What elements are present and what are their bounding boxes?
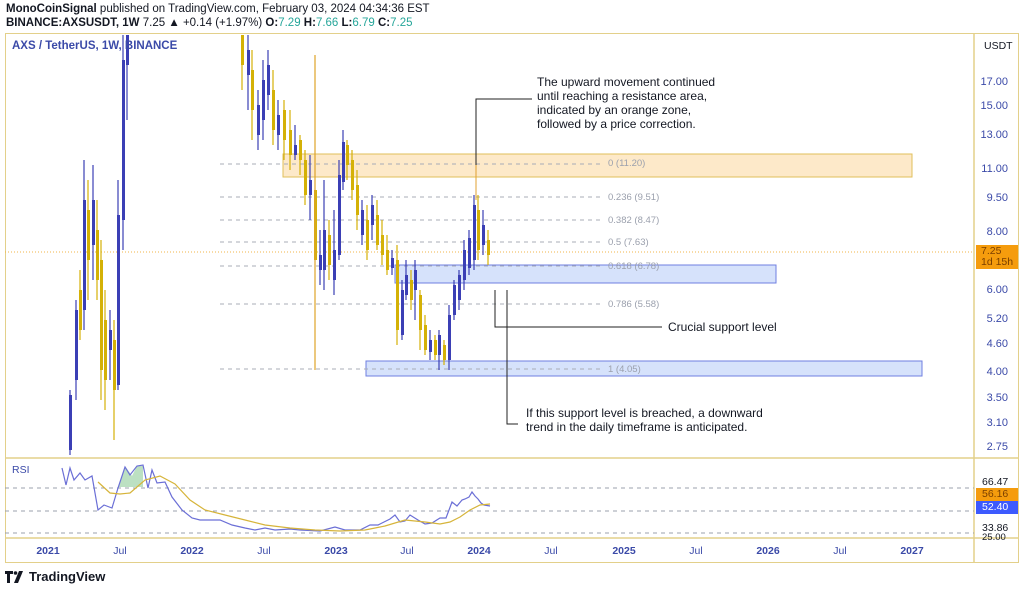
- fib-label: 0.618 (6.78): [608, 261, 660, 272]
- rsi-label: RSI: [12, 464, 30, 476]
- price-tick: 15.00: [980, 100, 1008, 112]
- close-value: 7.25: [390, 17, 413, 29]
- time-tick: 2021: [36, 545, 60, 557]
- symbol-name: BINANCE:AXSUSDT, 1W: [6, 17, 140, 29]
- current-price-badge: 7.25 1d 15h: [976, 245, 1018, 269]
- price-tick: 13.00: [980, 129, 1008, 141]
- time-tick: Jul: [400, 545, 414, 557]
- time-tick: Jul: [257, 545, 271, 557]
- rsi-tick: 25.00: [982, 532, 1006, 543]
- rsi-ma-badge: 56.16: [976, 488, 1018, 501]
- price-tick: 8.00: [986, 226, 1008, 238]
- last-price: 7.25: [142, 17, 166, 29]
- time-tick: Jul: [544, 545, 558, 557]
- up-arrow-icon: ▲: [168, 17, 180, 29]
- price-tick: 4.60: [986, 338, 1008, 350]
- author-name: MonoCoinSignal: [6, 3, 97, 15]
- publish-info: MonoCoinSignal published on TradingView.…: [6, 3, 430, 15]
- fib-label: 0.382 (8.47): [608, 215, 660, 226]
- time-tick: Jul: [689, 545, 703, 557]
- time-tick: Jul: [833, 545, 847, 557]
- price-tick: 6.00: [986, 284, 1008, 296]
- chart-frame: [5, 33, 1019, 563]
- price-tick: 11.00: [981, 163, 1008, 175]
- time-tick: 2025: [612, 545, 636, 557]
- resistance-zone: [282, 153, 913, 178]
- price-tick: 3.50: [986, 392, 1008, 404]
- fib-label: 0 (11.20): [608, 158, 646, 169]
- rsi-line: [61, 464, 491, 532]
- fib-label: 0.5 (7.63): [608, 237, 649, 248]
- rsi-value-badge: 52.40: [976, 501, 1018, 514]
- high-value: 7.66: [315, 17, 339, 29]
- price-change: +0.14 (+1.97%): [182, 17, 263, 29]
- open-value: 7.29: [278, 17, 301, 29]
- resistance-note: The upward movement continued until reac…: [537, 75, 716, 131]
- price-tick: 5.20: [986, 313, 1008, 325]
- support-zone-upper: [394, 264, 777, 284]
- fib-label: 0.236 (9.51): [608, 192, 660, 203]
- low-value: 6.79: [352, 17, 375, 29]
- tradingview-logo-icon: [5, 570, 23, 583]
- time-tick: 2022: [180, 545, 204, 557]
- rsi-tick: 33.86: [982, 522, 1009, 534]
- time-tick: 2024: [467, 545, 491, 557]
- price-tick: 4.00: [986, 366, 1008, 378]
- price-tick: 2.75: [986, 441, 1008, 453]
- symbol-info: BINANCE:AXSUSDT, 1W 7.25 ▲ +0.14 (+1.97%…: [6, 17, 413, 29]
- currency-label[interactable]: USDT: [984, 40, 1013, 52]
- tradingview-logo[interactable]: TradingView: [5, 569, 105, 584]
- price-tick: 9.50: [986, 192, 1008, 204]
- time-tick: 2026: [756, 545, 780, 557]
- price-tick: 17.00: [980, 76, 1008, 88]
- publish-text: published on TradingView.com, February 0…: [99, 3, 430, 15]
- breach-note: If this support level is breached, a dow…: [526, 406, 763, 434]
- price-tick: 3.10: [986, 417, 1008, 429]
- time-tick: Jul: [113, 545, 127, 557]
- rsi-tick: 66.47: [982, 476, 1009, 488]
- pane-title: AXS / TetherUS, 1W, BINANCE: [12, 40, 178, 52]
- rsi-ma-line: [97, 475, 491, 532]
- fib-label: 0.786 (5.58): [608, 299, 660, 310]
- fib-label: 1 (4.05): [608, 364, 641, 375]
- bar-countdown: 1d 15h: [981, 256, 1014, 268]
- support-note: Crucial support level: [668, 320, 777, 334]
- time-tick: 2027: [900, 545, 924, 557]
- time-tick: 2023: [324, 545, 348, 557]
